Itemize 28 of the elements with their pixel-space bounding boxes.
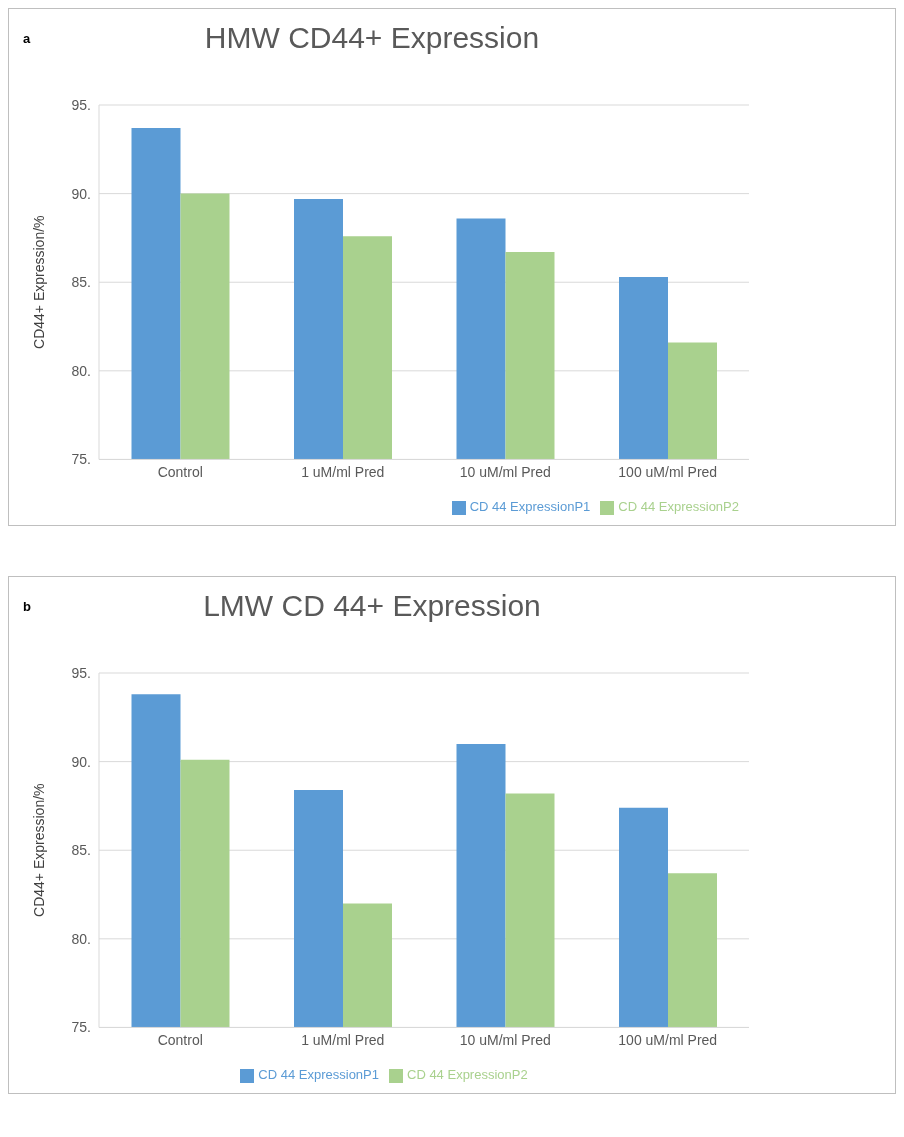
y-axis-title: CD44+ Expression/% (30, 783, 47, 917)
y-tick-label: 85. (71, 274, 91, 291)
x-tick-label: 100 uM/ml Pred (618, 464, 718, 481)
x-tick-label: 1 uM/ml Pred (301, 464, 385, 481)
text: b (23, 599, 31, 614)
x-tick-label: Control (157, 1032, 203, 1049)
y-tick-label: 90. (71, 753, 91, 770)
text: a (23, 31, 31, 46)
y-tick-label: 80. (71, 930, 91, 947)
y-tick-label: 75. (71, 1019, 91, 1036)
chart-title: HMW CD44+ Expression (204, 21, 540, 54)
y-tick-label: 85. (71, 842, 91, 859)
x-tick-label: 10 uM/ml Pred (459, 1032, 551, 1049)
y-axis-title: CD44+ Expression/% (30, 215, 47, 349)
x-tick-label: Control (157, 464, 203, 481)
legend-label: CD 44 ExpressionP2 (407, 1067, 528, 1083)
y-tick-label: 80. (71, 362, 91, 379)
x-tick-label: 10 uM/ml Pred (459, 464, 551, 481)
y-tick-label: 90. (71, 185, 91, 202)
chart-title: LMW CD 44+ Expression (203, 589, 541, 622)
legend-label: CD 44 ExpressionP1 (469, 499, 591, 515)
x-tick-label: 100 uM/ml Pred (618, 1032, 718, 1049)
x-tick-label: 1 uM/ml Pred (301, 1032, 385, 1049)
legend-label: CD 44 ExpressionP2 (618, 499, 739, 515)
y-tick-label: 95. (71, 96, 91, 113)
y-tick-label: 95. (71, 664, 91, 681)
legend-label: CD 44 ExpressionP1 (258, 1067, 379, 1083)
y-tick-label: 75. (71, 451, 91, 468)
